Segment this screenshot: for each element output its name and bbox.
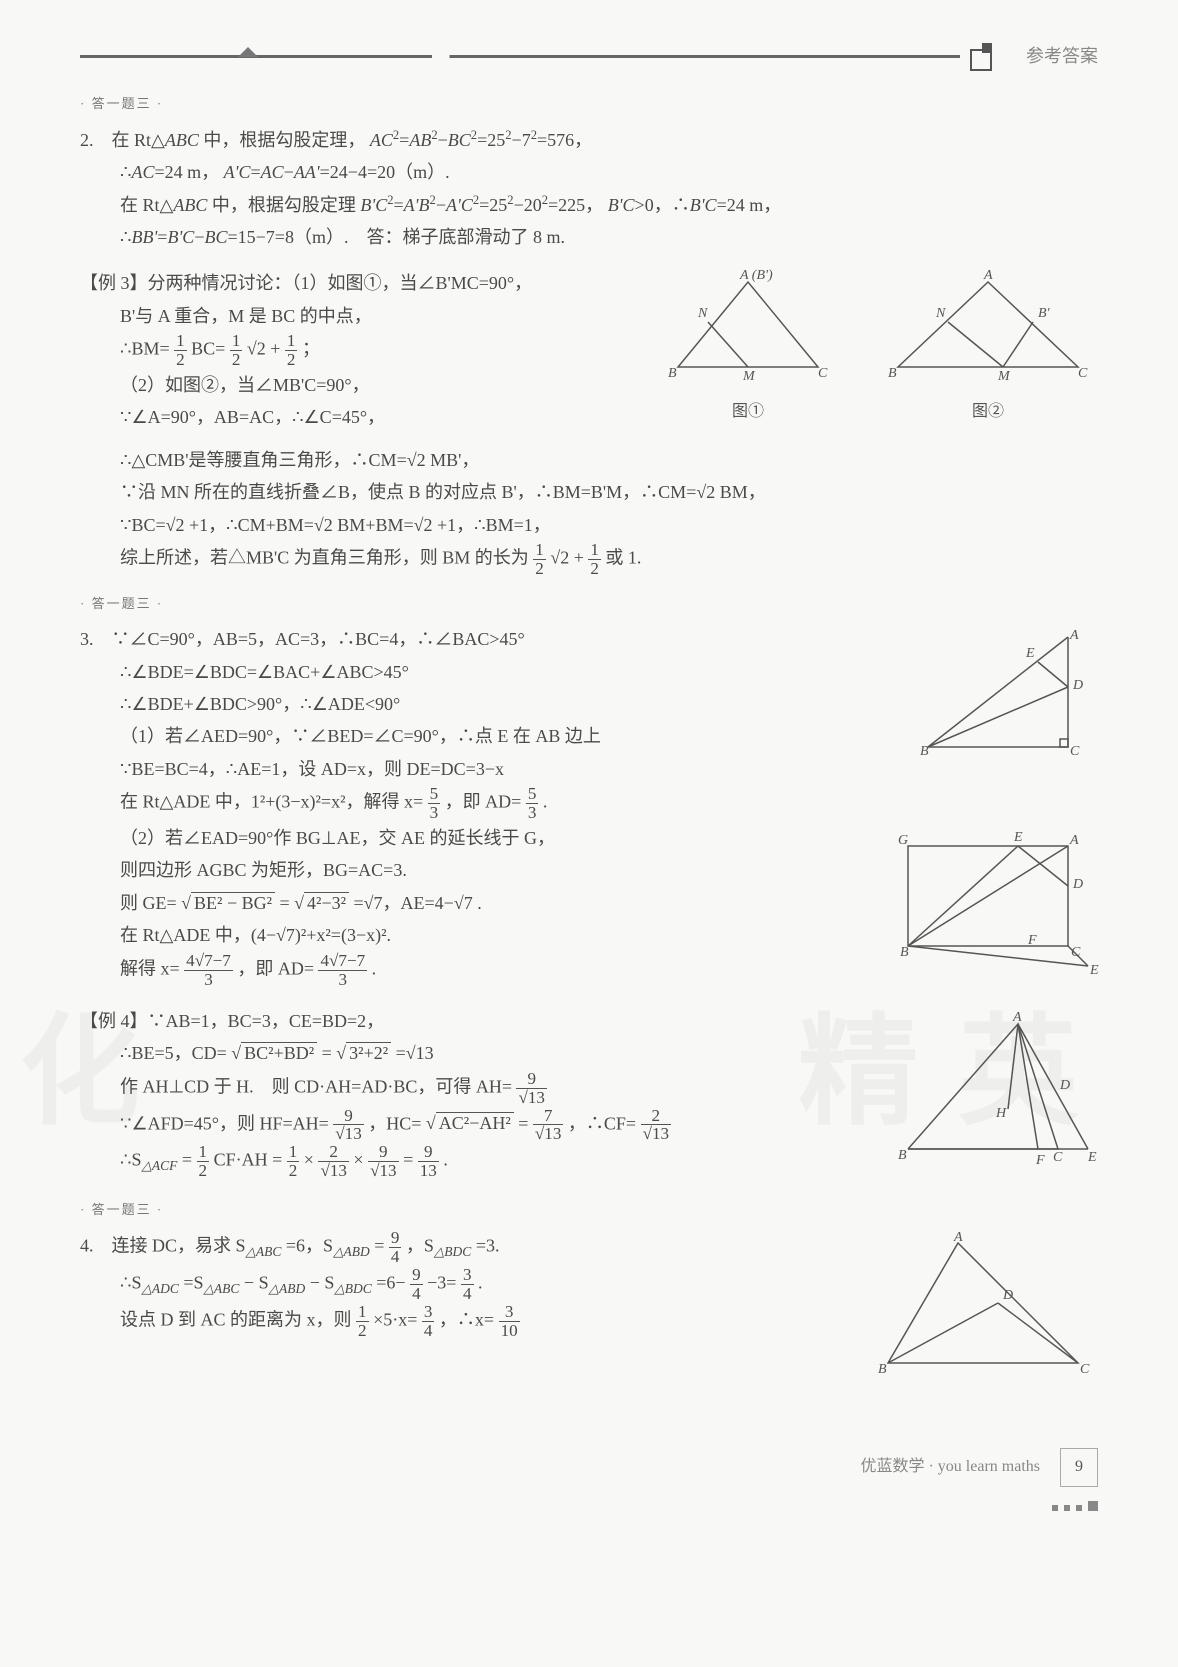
svg-text:C: C xyxy=(1070,744,1080,759)
question-3: A B C D E 3. ∵∠C=90°，AB=5，AC=3，∴BC=4，∴∠B… xyxy=(80,623,1098,991)
svg-text:G: G xyxy=(898,833,908,848)
svg-text:E: E xyxy=(1087,1150,1097,1165)
svg-text:B: B xyxy=(888,366,897,381)
svg-text:B: B xyxy=(900,945,909,960)
figure-1: A (B') B C M N 图① xyxy=(648,267,848,427)
logo-icon xyxy=(970,43,996,69)
svg-text:C: C xyxy=(1053,1150,1063,1165)
example-4: 化 精英 A B C E D H F 【例 4】∵AB=1，BC=3，CE=BD… xyxy=(80,1005,1098,1184)
footer-brand: 优蓝数学 · you learn maths xyxy=(860,1458,1040,1475)
svg-text:C: C xyxy=(1078,366,1088,381)
svg-text:D: D xyxy=(1072,877,1083,892)
svg-text:N: N xyxy=(697,306,708,321)
question-2: 2. 在 Rt△ABC 中，根据勾股定理， AC2=AB2−BC2=252−72… xyxy=(80,124,1098,254)
page-header: 参考答案 xyxy=(80,40,1098,72)
figure-2: A B C M N B' 图② xyxy=(878,267,1098,427)
figure-q3a: A B C D E xyxy=(898,627,1098,768)
svg-text:M: M xyxy=(742,369,756,384)
section-marker-3: · 答一题三 · xyxy=(80,1198,1098,1221)
svg-text:A: A xyxy=(1069,628,1079,643)
svg-text:C: C xyxy=(1080,1362,1090,1377)
section-marker-2: · 答一题三 · xyxy=(80,592,1098,615)
section-marker-1: · 答一题三 · xyxy=(80,92,1098,115)
example-3: 【例 3】分两种情况讨论：（1）如图①，当∠B'MC=90°， B'与 A 重合… xyxy=(80,267,1098,577)
figure-ex4: A B C E D H F xyxy=(888,1009,1098,1180)
svg-text:C: C xyxy=(1071,945,1081,960)
svg-text:F: F xyxy=(1027,933,1037,948)
header-title: 参考答案 xyxy=(1026,40,1098,72)
svg-text:D: D xyxy=(1072,678,1083,693)
svg-text:N: N xyxy=(935,306,946,321)
footer-deco-icon xyxy=(80,1493,1098,1522)
svg-text:M: M xyxy=(997,369,1011,384)
question-4: A B C D 4. 连接 DC，易求 S△ABC =6，S△ABD = 94 … xyxy=(80,1229,1098,1398)
svg-text:E: E xyxy=(1089,963,1099,978)
page-number: 9 xyxy=(1060,1448,1098,1487)
svg-text:A: A xyxy=(1069,833,1079,848)
svg-text:E: E xyxy=(1025,646,1035,661)
svg-text:B: B xyxy=(920,744,929,759)
svg-text:E: E xyxy=(1013,830,1023,845)
svg-text:A: A xyxy=(983,268,993,283)
svg-text:A: A xyxy=(1012,1010,1022,1025)
svg-text:F: F xyxy=(1035,1153,1045,1168)
svg-text:B: B xyxy=(878,1362,887,1377)
figure-q3b: G E A D B F C E xyxy=(878,826,1098,987)
svg-text:B': B' xyxy=(1038,306,1051,321)
svg-text:H: H xyxy=(995,1106,1007,1121)
page-footer: 优蓝数学 · you learn maths 9 xyxy=(80,1448,1098,1522)
svg-text:C: C xyxy=(818,366,828,381)
svg-text:D: D xyxy=(1059,1078,1070,1093)
svg-text:B: B xyxy=(898,1148,907,1163)
svg-text:B: B xyxy=(668,366,677,381)
svg-text:A (B'): A (B') xyxy=(739,268,773,283)
header-rule xyxy=(80,55,960,58)
figure-q4: A B C D xyxy=(868,1233,1098,1394)
svg-text:D: D xyxy=(1002,1288,1013,1303)
svg-text:A: A xyxy=(953,1230,963,1245)
